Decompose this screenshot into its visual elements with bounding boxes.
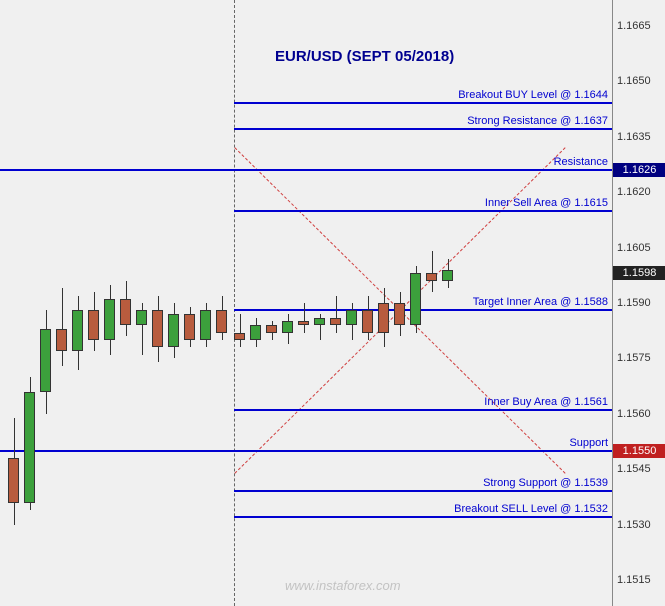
candle-body — [136, 310, 147, 325]
y-tick-label: 1.1620 — [617, 186, 651, 198]
candle-body — [346, 310, 357, 325]
candle-body — [152, 310, 163, 347]
candle-body — [72, 310, 83, 351]
level-label: Breakout SELL Level @ 1.1532 — [454, 503, 608, 515]
price-marker: 1.1598 — [613, 266, 665, 280]
candle-body — [88, 310, 99, 340]
candle-body — [200, 310, 211, 340]
candle-wick — [240, 314, 241, 347]
candle-body — [298, 321, 309, 325]
candle-body — [40, 329, 51, 392]
candle-body — [24, 392, 35, 503]
y-tick-label: 1.1590 — [617, 297, 651, 309]
candle-body — [362, 310, 373, 332]
candle-body — [378, 303, 389, 333]
level-line — [0, 169, 612, 171]
level-line — [234, 309, 612, 311]
y-tick-label: 1.1635 — [617, 131, 651, 143]
y-tick-label: 1.1545 — [617, 463, 651, 475]
level-label: Inner Sell Area @ 1.1615 — [485, 197, 608, 209]
level-line — [234, 102, 612, 104]
candle-body — [250, 325, 261, 340]
candle-body — [442, 270, 453, 281]
session-divider — [234, 0, 235, 606]
y-tick-label: 1.1515 — [617, 574, 651, 586]
y-tick-label: 1.1560 — [617, 408, 651, 420]
cross-line — [235, 148, 401, 311]
price-marker: 1.1626 — [613, 163, 665, 177]
y-tick-label: 1.1605 — [617, 242, 651, 254]
candle-body — [266, 325, 277, 332]
candle-body — [330, 318, 341, 325]
candle-body — [394, 303, 405, 325]
y-axis: 1.1515 1.1530 1.1545 1.1560 1.1575 1.1590 1.16… — [612, 0, 665, 606]
level-label: Strong Resistance @ 1.1637 — [467, 115, 608, 127]
y-tick-label: 1.1575 — [617, 352, 651, 364]
candle-body — [8, 458, 19, 502]
candle-body — [426, 273, 437, 280]
y-tick-label: 1.1650 — [617, 75, 651, 87]
candle-body — [104, 299, 115, 340]
candle-body — [168, 314, 179, 347]
level-label: Support — [569, 437, 608, 449]
level-label: Target Inner Area @ 1.1588 — [473, 296, 608, 308]
level-line — [234, 490, 612, 492]
cross-line — [400, 148, 566, 311]
candle-body — [56, 329, 67, 351]
level-line — [234, 516, 612, 518]
candle-body — [120, 299, 131, 325]
y-tick-label: 1.1530 — [617, 519, 651, 531]
level-label: Resistance — [554, 156, 608, 168]
price-marker: 1.1550 — [613, 444, 665, 458]
level-label: Breakout BUY Level @ 1.1644 — [458, 89, 608, 101]
candle-wick — [304, 303, 305, 333]
candle-body — [282, 321, 293, 332]
y-tick-label: 1.1665 — [617, 20, 651, 32]
level-label: Strong Support @ 1.1539 — [483, 477, 608, 489]
candle-body — [410, 273, 421, 325]
level-line — [234, 128, 612, 130]
candle-body — [216, 310, 227, 332]
level-label: Inner Buy Area @ 1.1561 — [484, 396, 608, 408]
candle-body — [314, 318, 325, 325]
candle-body — [184, 314, 195, 340]
watermark: www.instaforex.com — [285, 578, 401, 593]
candle-wick — [432, 251, 433, 292]
chart-title: EUR/USD (SEPT 05/2018) — [275, 48, 454, 65]
level-line — [0, 450, 612, 452]
candle-wick — [62, 288, 63, 366]
candle-body — [234, 333, 245, 340]
level-line — [234, 409, 612, 411]
candle-wick — [336, 296, 337, 333]
level-line — [234, 210, 612, 212]
